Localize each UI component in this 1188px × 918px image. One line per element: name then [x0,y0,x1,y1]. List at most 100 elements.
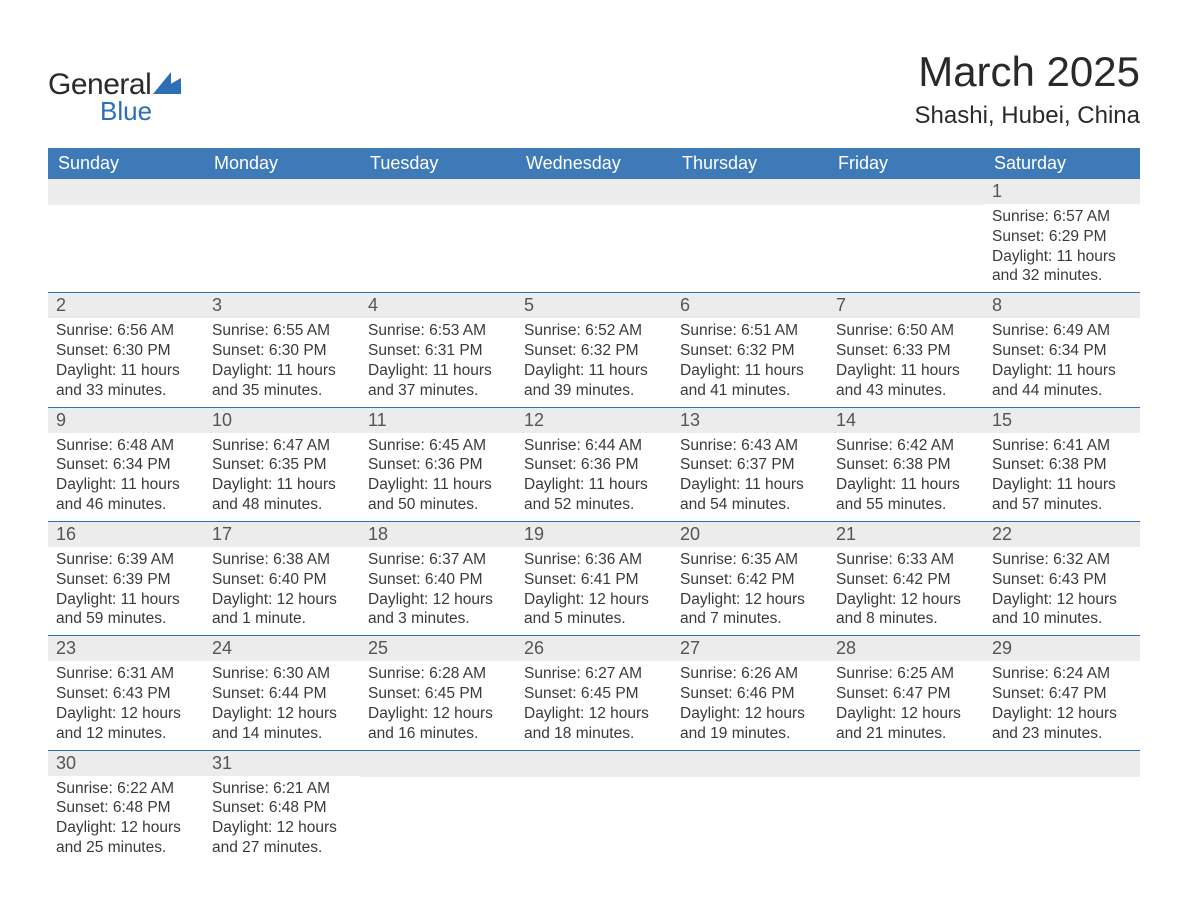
calendar-day-cell: 4Sunrise: 6:53 AMSunset: 6:31 PMDaylight… [360,293,516,407]
calendar-week-row: 1Sunrise: 6:57 AMSunset: 6:29 PMDaylight… [48,179,1140,293]
calendar-day-cell: 13 Sunrise: 6:43 AMSunset: 6:37 PMDayligh… [672,407,828,521]
sunset-line: Sunset: 6:47 PM [992,684,1132,704]
day-details: Sunrise: 6:22 AMSunset: 6:48 PMDaylight:… [48,776,204,864]
day-number [360,179,516,205]
daylight-line-1: Daylight: 11 hours [368,475,508,495]
day-details: Sunrise: 6:30 AMSunset: 6:44 PMDaylight:… [204,661,360,749]
daylight-line-1: Daylight: 11 hours [992,247,1132,267]
daylight-line-1: Daylight: 11 hours [992,475,1132,495]
daylight-line-2: and 52 minutes. [524,495,664,515]
daylight-line-2: and 32 minutes. [992,266,1132,286]
day-number: 19 [516,522,672,547]
sunrise-line: Sunrise: 6:24 AM [992,664,1132,684]
daylight-line-2: and 27 minutes. [212,838,352,858]
day-number: 10 [204,408,360,433]
calendar-day-cell: 14Sunrise: 6:42 AMSunset: 6:38 PMDayligh… [828,407,984,521]
daylight-line-1: Daylight: 11 hours [992,361,1132,381]
daylight-line-2: and 1 minute. [212,609,352,629]
weekday-header-row: SundayMondayTuesdayWednesdayThursdayFrid… [48,148,1140,179]
sunrise-line: Sunrise: 6:21 AM [212,779,352,799]
sunrise-line: Sunrise: 6:36 AM [524,550,664,570]
sunset-line: Sunset: 6:37 PM [680,455,820,475]
sunset-line: Sunset: 6:48 PM [212,798,352,818]
weekday-header: Sunday [48,148,204,179]
sunrise-line: Sunrise: 6:26 AM [680,664,820,684]
sunset-line: Sunset: 6:33 PM [836,341,976,361]
sunrise-line: Sunrise: 6:42 AM [836,436,976,456]
page-title: March 2025 [915,48,1140,96]
calendar-day-cell: 19Sunrise: 6:36 AMSunset: 6:41 PMDayligh… [516,521,672,635]
logo-icon [153,72,181,99]
sunset-line: Sunset: 6:36 PM [524,455,664,475]
calendar-day-cell [984,750,1140,864]
daylight-line-2: and 35 minutes. [212,381,352,401]
sunrise-line: Sunrise: 6:37 AM [368,550,508,570]
calendar-day-cell [516,179,672,293]
calendar-day-cell: 2Sunrise: 6:56 AMSunset: 6:30 PMDaylight… [48,293,204,407]
calendar-week-row: 16Sunrise: 6:39 AMSunset: 6:39 PMDayligh… [48,521,1140,635]
daylight-line-2: and 46 minutes. [56,495,196,515]
sunrise-line: Sunrise: 6:57 AM [992,207,1132,227]
day-details: Sunrise: 6:26 AMSunset: 6:46 PMDaylight:… [672,661,828,749]
sunset-line: Sunset: 6:32 PM [680,341,820,361]
daylight-line-1: Daylight: 12 hours [56,704,196,724]
calendar-day-cell [672,750,828,864]
sunrise-line: Sunrise: 6:27 AM [524,664,664,684]
sunset-line: Sunset: 6:46 PM [680,684,820,704]
sunset-line: Sunset: 6:41 PM [524,570,664,590]
calendar-day-cell [828,179,984,293]
day-number: 29 [984,636,1140,661]
daylight-line-1: Daylight: 11 hours [524,475,664,495]
daylight-line-2: and 59 minutes. [56,609,196,629]
calendar-day-cell: 8Sunrise: 6:49 AMSunset: 6:34 PMDaylight… [984,293,1140,407]
day-number: 14 [828,408,984,433]
day-number [828,179,984,205]
daylight-line-2: and 41 minutes. [680,381,820,401]
sunset-line: Sunset: 6:48 PM [56,798,196,818]
day-number: 26 [516,636,672,661]
day-details: Sunrise: 6:27 AMSunset: 6:45 PMDaylight:… [516,661,672,749]
day-number: 27 [672,636,828,661]
sunrise-line: Sunrise: 6:47 AM [212,436,352,456]
sunset-line: Sunset: 6:39 PM [56,570,196,590]
calendar-table: SundayMondayTuesdayWednesdayThursdayFrid… [48,148,1140,864]
day-details: Sunrise: 6:47 AMSunset: 6:35 PMDaylight:… [204,433,360,521]
sunrise-line: Sunrise: 6:43 AM [680,436,820,456]
day-details: Sunrise: 6:41 AMSunset: 6:38 PMDaylight:… [984,433,1140,521]
calendar-week-row: 9Sunrise: 6:48 AMSunset: 6:34 PMDaylight… [48,407,1140,521]
sunrise-line: Sunrise: 6:52 AM [524,321,664,341]
day-number: 13 [672,408,828,433]
daylight-line-2: and 43 minutes. [836,381,976,401]
day-details: Sunrise: 6:38 AMSunset: 6:40 PMDaylight:… [204,547,360,635]
sunrise-line: Sunrise: 6:44 AM [524,436,664,456]
sunset-line: Sunset: 6:42 PM [836,570,976,590]
daylight-line-1: Daylight: 11 hours [56,475,196,495]
sunrise-line: Sunrise: 6:50 AM [836,321,976,341]
sunrise-line: Sunrise: 6:33 AM [836,550,976,570]
sunrise-line: Sunrise: 6:35 AM [680,550,820,570]
calendar-day-cell: 5Sunrise: 6:52 AMSunset: 6:32 PMDaylight… [516,293,672,407]
calendar-day-cell: 11Sunrise: 6:45 AMSunset: 6:36 PMDayligh… [360,407,516,521]
day-number: 12 [516,408,672,433]
daylight-line-1: Daylight: 11 hours [56,361,196,381]
daylight-line-1: Daylight: 12 hours [368,704,508,724]
day-details: Sunrise: 6:37 AMSunset: 6:40 PMDaylight:… [360,547,516,635]
sunrise-line: Sunrise: 6:22 AM [56,779,196,799]
weekday-header: Tuesday [360,148,516,179]
brand-line2: Blue [100,96,152,127]
sunset-line: Sunset: 6:40 PM [368,570,508,590]
sunset-line: Sunset: 6:38 PM [836,455,976,475]
day-number [672,179,828,205]
calendar-day-cell [48,179,204,293]
daylight-line-1: Daylight: 11 hours [680,475,820,495]
calendar-day-cell: 18Sunrise: 6:37 AMSunset: 6:40 PMDayligh… [360,521,516,635]
day-number: 28 [828,636,984,661]
day-number [204,179,360,205]
sunset-line: Sunset: 6:42 PM [680,570,820,590]
sunrise-line: Sunrise: 6:45 AM [368,436,508,456]
sunset-line: Sunset: 6:35 PM [212,455,352,475]
calendar-day-cell [360,179,516,293]
day-details: Sunrise: 6:25 AMSunset: 6:47 PMDaylight:… [828,661,984,749]
calendar-day-cell: 12 Sunrise: 6:44 AMSunset: 6:36 PMDayligh… [516,407,672,521]
day-number: 16 [48,522,204,547]
